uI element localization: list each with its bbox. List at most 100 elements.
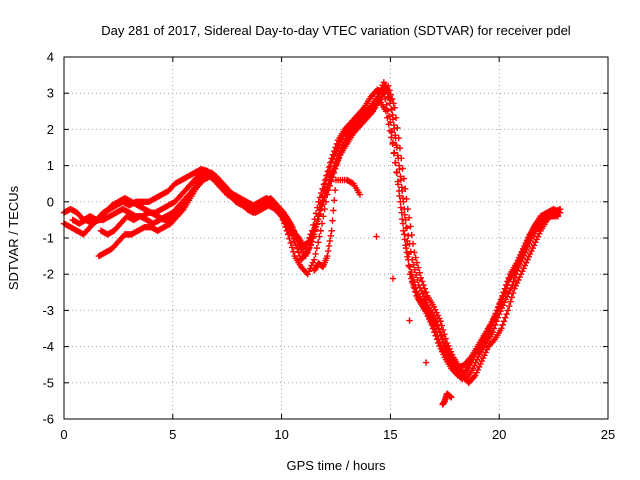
data-point-fill (324, 181, 332, 188)
x-tick-label: 15 (383, 427, 397, 442)
data-point-fill (290, 235, 297, 242)
data-point-fill (334, 158, 341, 166)
data-point-fill (409, 240, 417, 247)
data-point-fill (397, 204, 405, 211)
data-point (489, 328, 496, 336)
data-point (332, 162, 340, 169)
data-point-fill (421, 285, 428, 292)
data-point-fill (406, 317, 413, 324)
data-point (291, 238, 298, 245)
data-point (500, 292, 507, 300)
data-point (402, 216, 409, 224)
data-point-fill (328, 171, 336, 178)
data-point-fill (423, 310, 430, 317)
data-point-fill (420, 281, 427, 289)
data-point-fill (335, 155, 342, 162)
data-point (428, 310, 435, 318)
data-point-fill (494, 314, 502, 321)
data-point-fill (415, 264, 422, 271)
data-point-fill (533, 236, 540, 243)
data-point-fill (313, 244, 321, 252)
data-point-fill (397, 198, 404, 205)
data-point (389, 111, 396, 119)
data-point (498, 325, 505, 332)
y-tick-label: 0 (47, 194, 54, 209)
data-point-fill (526, 250, 534, 258)
data-point-fill (332, 144, 339, 151)
data-point-fill (509, 289, 517, 297)
data-point-fill (473, 356, 481, 363)
x-tick-label: 5 (169, 427, 176, 442)
grid-lines (64, 57, 608, 419)
data-point-fill (307, 265, 314, 272)
data-point-fill (424, 312, 432, 320)
data-point-fill (410, 261, 417, 268)
data-point (422, 307, 429, 314)
data-point-fill (502, 314, 509, 321)
data-point-fill (397, 173, 404, 180)
data-point-fill (499, 321, 506, 329)
data-point (524, 256, 531, 263)
data-point-fill (526, 240, 533, 247)
data-point-fill (499, 302, 507, 309)
data-point-fill (412, 254, 419, 261)
y-tick-label: -6 (42, 412, 54, 427)
data-point-fill (388, 105, 395, 113)
data-point-fill (316, 233, 323, 240)
data-point-fill (308, 262, 315, 269)
data-point (511, 285, 518, 292)
data-point (324, 252, 331, 260)
data-point-fill (399, 220, 407, 227)
data-point-fill (292, 242, 300, 249)
data-point-fill (320, 213, 327, 220)
data-point-fill (520, 252, 528, 259)
data-point-fill (520, 265, 527, 272)
data-point-fill (437, 345, 445, 352)
data-point-fill (403, 224, 411, 232)
data-point-fill (510, 278, 517, 285)
data-point-fill (398, 215, 406, 223)
data-point-fill (424, 302, 432, 309)
data-point-fill (407, 223, 414, 230)
data-point-fill (288, 244, 296, 251)
data-point-fill (395, 134, 402, 142)
data-point-fill (330, 168, 337, 175)
data-point-fill (394, 178, 401, 185)
data-point (306, 238, 314, 245)
data-point-fill (436, 328, 443, 336)
data-point-fill (305, 245, 313, 253)
data-point-fill (295, 249, 302, 256)
data-point-fill (446, 345, 453, 352)
data-point-fill (491, 312, 498, 320)
data-point (395, 162, 403, 169)
data-point-fill (477, 360, 484, 368)
data-point-fill (326, 237, 334, 245)
data-point-fill (497, 307, 504, 315)
data-point-fill (512, 271, 520, 278)
data-point (408, 278, 416, 285)
data-point-fill (394, 152, 401, 159)
y-axis-label: SDTVAR / TECUs (6, 185, 21, 290)
data-point-fill (322, 189, 329, 197)
data-point-fill (440, 351, 447, 358)
data-point-fill (401, 185, 409, 192)
data-point-fill (508, 294, 516, 301)
data-point-fill (419, 290, 426, 297)
data-point-fill (516, 273, 523, 281)
data-point-fill (309, 259, 317, 266)
data-point (530, 242, 538, 249)
data-point-fill (513, 279, 521, 287)
data-point (391, 104, 398, 111)
data-point-fill (507, 298, 514, 305)
data-point-fill (436, 342, 443, 350)
y-tick-label: -2 (42, 267, 54, 282)
data-point-fill (321, 194, 328, 201)
data-point-fill (434, 312, 442, 319)
data-point-fill (314, 239, 322, 246)
data-point-fill (431, 316, 438, 324)
data-point-fill (407, 271, 415, 278)
data-point-fill (286, 226, 293, 234)
data-point-fill (387, 91, 395, 98)
data-point-fill (331, 197, 338, 204)
data-point-fill (373, 233, 380, 240)
